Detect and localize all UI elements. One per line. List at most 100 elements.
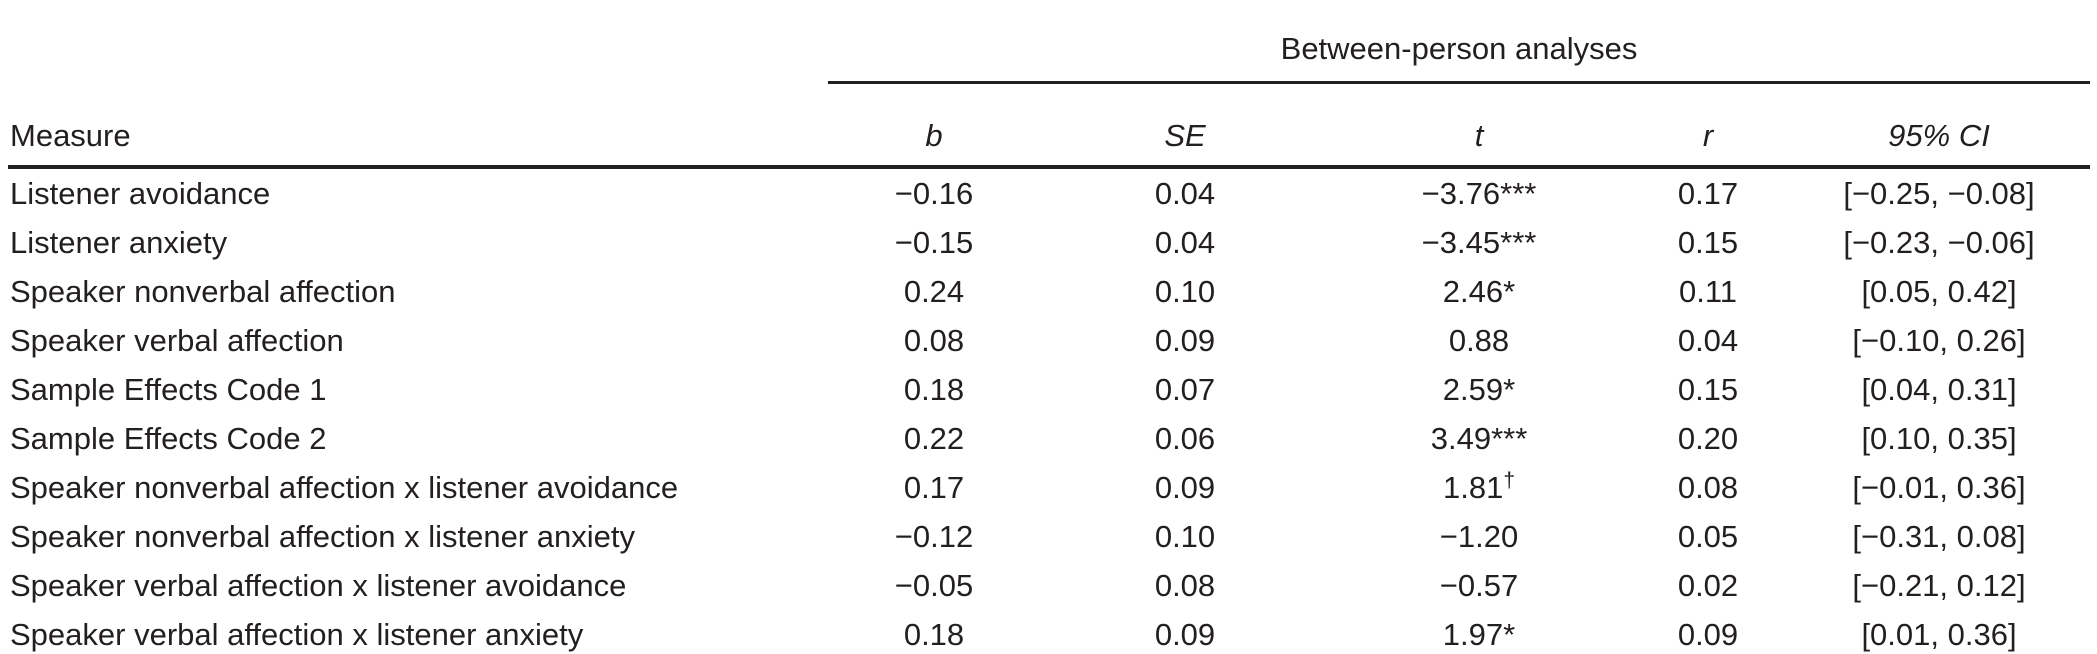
- b-cell: 0.18: [828, 610, 1040, 654]
- r-cell: 0.15: [1677, 371, 1739, 407]
- significance-mark: ***: [1491, 420, 1528, 456]
- measure-cell: Speaker verbal affection x listener avoi…: [10, 567, 627, 603]
- measure-cell: Speaker nonverbal affection x listener a…: [10, 518, 635, 554]
- measure-cell: Listener avoidance: [10, 175, 271, 211]
- se-cell: 0.07: [1154, 371, 1216, 407]
- ci-cell: [−0.31, 0.08]: [1852, 518, 2026, 554]
- t-cell: 1.81†: [1330, 463, 1628, 512]
- b-cell: 0.17: [903, 469, 965, 505]
- ci-cell: [−0.23, −0.06]: [1843, 224, 2035, 260]
- column-header-row: Measure b SE t r 95% CI: [8, 82, 2090, 169]
- table-row: Sample Effects Code 2 0.22 0.06 3.49*** 0.20…: [8, 414, 2090, 463]
- ci-cell: [0.01, 0.36]: [1788, 610, 2090, 654]
- significance-mark: *: [1503, 273, 1516, 309]
- t-value: 3.49: [1430, 420, 1492, 456]
- col-header-b: b: [828, 82, 1040, 169]
- t-cell: −3.45***: [1330, 218, 1628, 267]
- t-value: −1.20: [1439, 518, 1519, 554]
- b-cell: 0.24: [903, 273, 965, 309]
- between-person-analyses-table: Between-person analyses Measure b SE t r…: [8, 0, 2090, 654]
- r-cell: 0.09: [1628, 610, 1788, 654]
- se-cell: 0.09: [1040, 610, 1330, 654]
- measure-cell: Sample Effects Code 2: [10, 420, 327, 456]
- t-cell: 0.88: [1330, 316, 1628, 365]
- t-value: 2.46: [1442, 273, 1504, 309]
- b-cell: −0.16: [894, 175, 974, 211]
- table-body: Listener avoidance −0.16 0.04 −3.76*** 0.17[…: [8, 167, 2090, 654]
- ci-cell: [0.10, 0.35]: [1861, 420, 2017, 456]
- table-row: Speaker verbal affection x listener anxi…: [8, 610, 2090, 654]
- b-cell: 0.08: [903, 322, 965, 358]
- table-row: Speaker verbal affection x listener avoi…: [8, 561, 2090, 610]
- se-cell: 0.09: [1154, 322, 1216, 358]
- r-cell: 0.17: [1677, 175, 1739, 211]
- t-cell: 3.49***: [1330, 414, 1628, 463]
- table-row: Speaker nonverbal affection 0.24 0.10 2.46*…: [8, 267, 2090, 316]
- t-value: −3.76: [1421, 175, 1501, 211]
- t-cell: −3.76***: [1330, 167, 1628, 218]
- b-cell: −0.12: [894, 518, 974, 554]
- t-cell: −1.20: [1330, 512, 1628, 561]
- r-cell: 0.20: [1677, 420, 1739, 456]
- b-cell: 0.22: [903, 420, 965, 456]
- se-cell: 0.09: [1154, 469, 1216, 505]
- significance-mark: ***: [1500, 224, 1537, 260]
- table-header: Between-person analyses Measure b SE t r…: [8, 0, 2090, 169]
- col-header-r: r: [1628, 82, 1788, 169]
- se-cell: 0.10: [1154, 518, 1216, 554]
- ci-cell: [−0.25, −0.08]: [1843, 175, 2035, 211]
- table-row: Speaker verbal affection 0.08 0.09 0.88 0.04…: [8, 316, 2090, 365]
- col-header-t: t: [1330, 82, 1628, 169]
- t-cell: 1.97*: [1330, 610, 1628, 654]
- se-cell: 0.10: [1154, 273, 1216, 309]
- r-cell: 0.11: [1678, 273, 1738, 309]
- t-value: 1.97: [1442, 616, 1504, 652]
- measure-cell: Speaker verbal affection x listener anxi…: [8, 610, 828, 654]
- se-cell: 0.06: [1154, 420, 1216, 456]
- t-cell: −0.57: [1330, 561, 1628, 610]
- col-header-ci: 95% CI: [1788, 82, 2090, 169]
- se-cell: 0.04: [1154, 175, 1216, 211]
- ci-cell: [0.05, 0.42]: [1861, 273, 2017, 309]
- se-cell: 0.08: [1154, 567, 1216, 603]
- t-value: −3.45: [1421, 224, 1501, 260]
- table-row: Speaker nonverbal affection x listener a…: [8, 512, 2090, 561]
- col-header-measure: Measure: [8, 82, 828, 169]
- r-cell: 0.02: [1677, 567, 1739, 603]
- column-group-header: Between-person analyses: [828, 0, 2090, 84]
- significance-mark: †: [1503, 468, 1516, 492]
- t-cell: 2.46*: [1330, 267, 1628, 316]
- ci-cell: [−0.10, 0.26]: [1852, 322, 2026, 358]
- measure-cell: Speaker verbal affection: [10, 322, 344, 358]
- significance-mark: *: [1503, 616, 1516, 652]
- group-header-spacer: [8, 0, 828, 83]
- t-cell: 2.59*: [1330, 365, 1628, 414]
- r-cell: 0.08: [1677, 469, 1739, 505]
- t-value: 2.59: [1442, 371, 1504, 407]
- measure-cell: Speaker nonverbal affection: [10, 273, 396, 309]
- ci-cell: [0.04, 0.31]: [1861, 371, 2017, 407]
- measure-cell: Speaker nonverbal affection x listener a…: [10, 469, 679, 505]
- b-cell: 0.18: [903, 371, 965, 407]
- measure-cell: Listener anxiety: [10, 224, 228, 260]
- significance-mark: ***: [1500, 175, 1537, 211]
- group-header-row: Between-person analyses: [8, 0, 2090, 84]
- table-row: Sample Effects Code 1 0.18 0.07 2.59* 0.15 [0…: [8, 365, 2090, 414]
- significance-mark: *: [1503, 371, 1516, 407]
- measure-cell: Sample Effects Code 1: [10, 371, 327, 407]
- t-value: 1.81: [1442, 469, 1504, 505]
- t-value: 0.88: [1448, 322, 1510, 358]
- ci-cell: [−0.21, 0.12]: [1852, 567, 2026, 603]
- se-cell: 0.04: [1154, 224, 1216, 260]
- col-header-se: SE: [1040, 82, 1330, 169]
- t-value: −0.57: [1439, 567, 1519, 603]
- ci-cell: [−0.01, 0.36]: [1852, 469, 2026, 505]
- r-cell: 0.04: [1677, 322, 1739, 358]
- r-cell: 0.05: [1677, 518, 1739, 554]
- table-row: Speaker nonverbal affection x listener a…: [8, 463, 2090, 512]
- table-row: Listener avoidance −0.16 0.04 −3.76*** 0.17 […: [8, 167, 2090, 218]
- b-cell: −0.05: [894, 567, 974, 603]
- table-row: Listener anxiety −0.15 0.04 −3.45*** 0.15 [−0…: [8, 218, 2090, 267]
- b-cell: −0.15: [894, 224, 974, 260]
